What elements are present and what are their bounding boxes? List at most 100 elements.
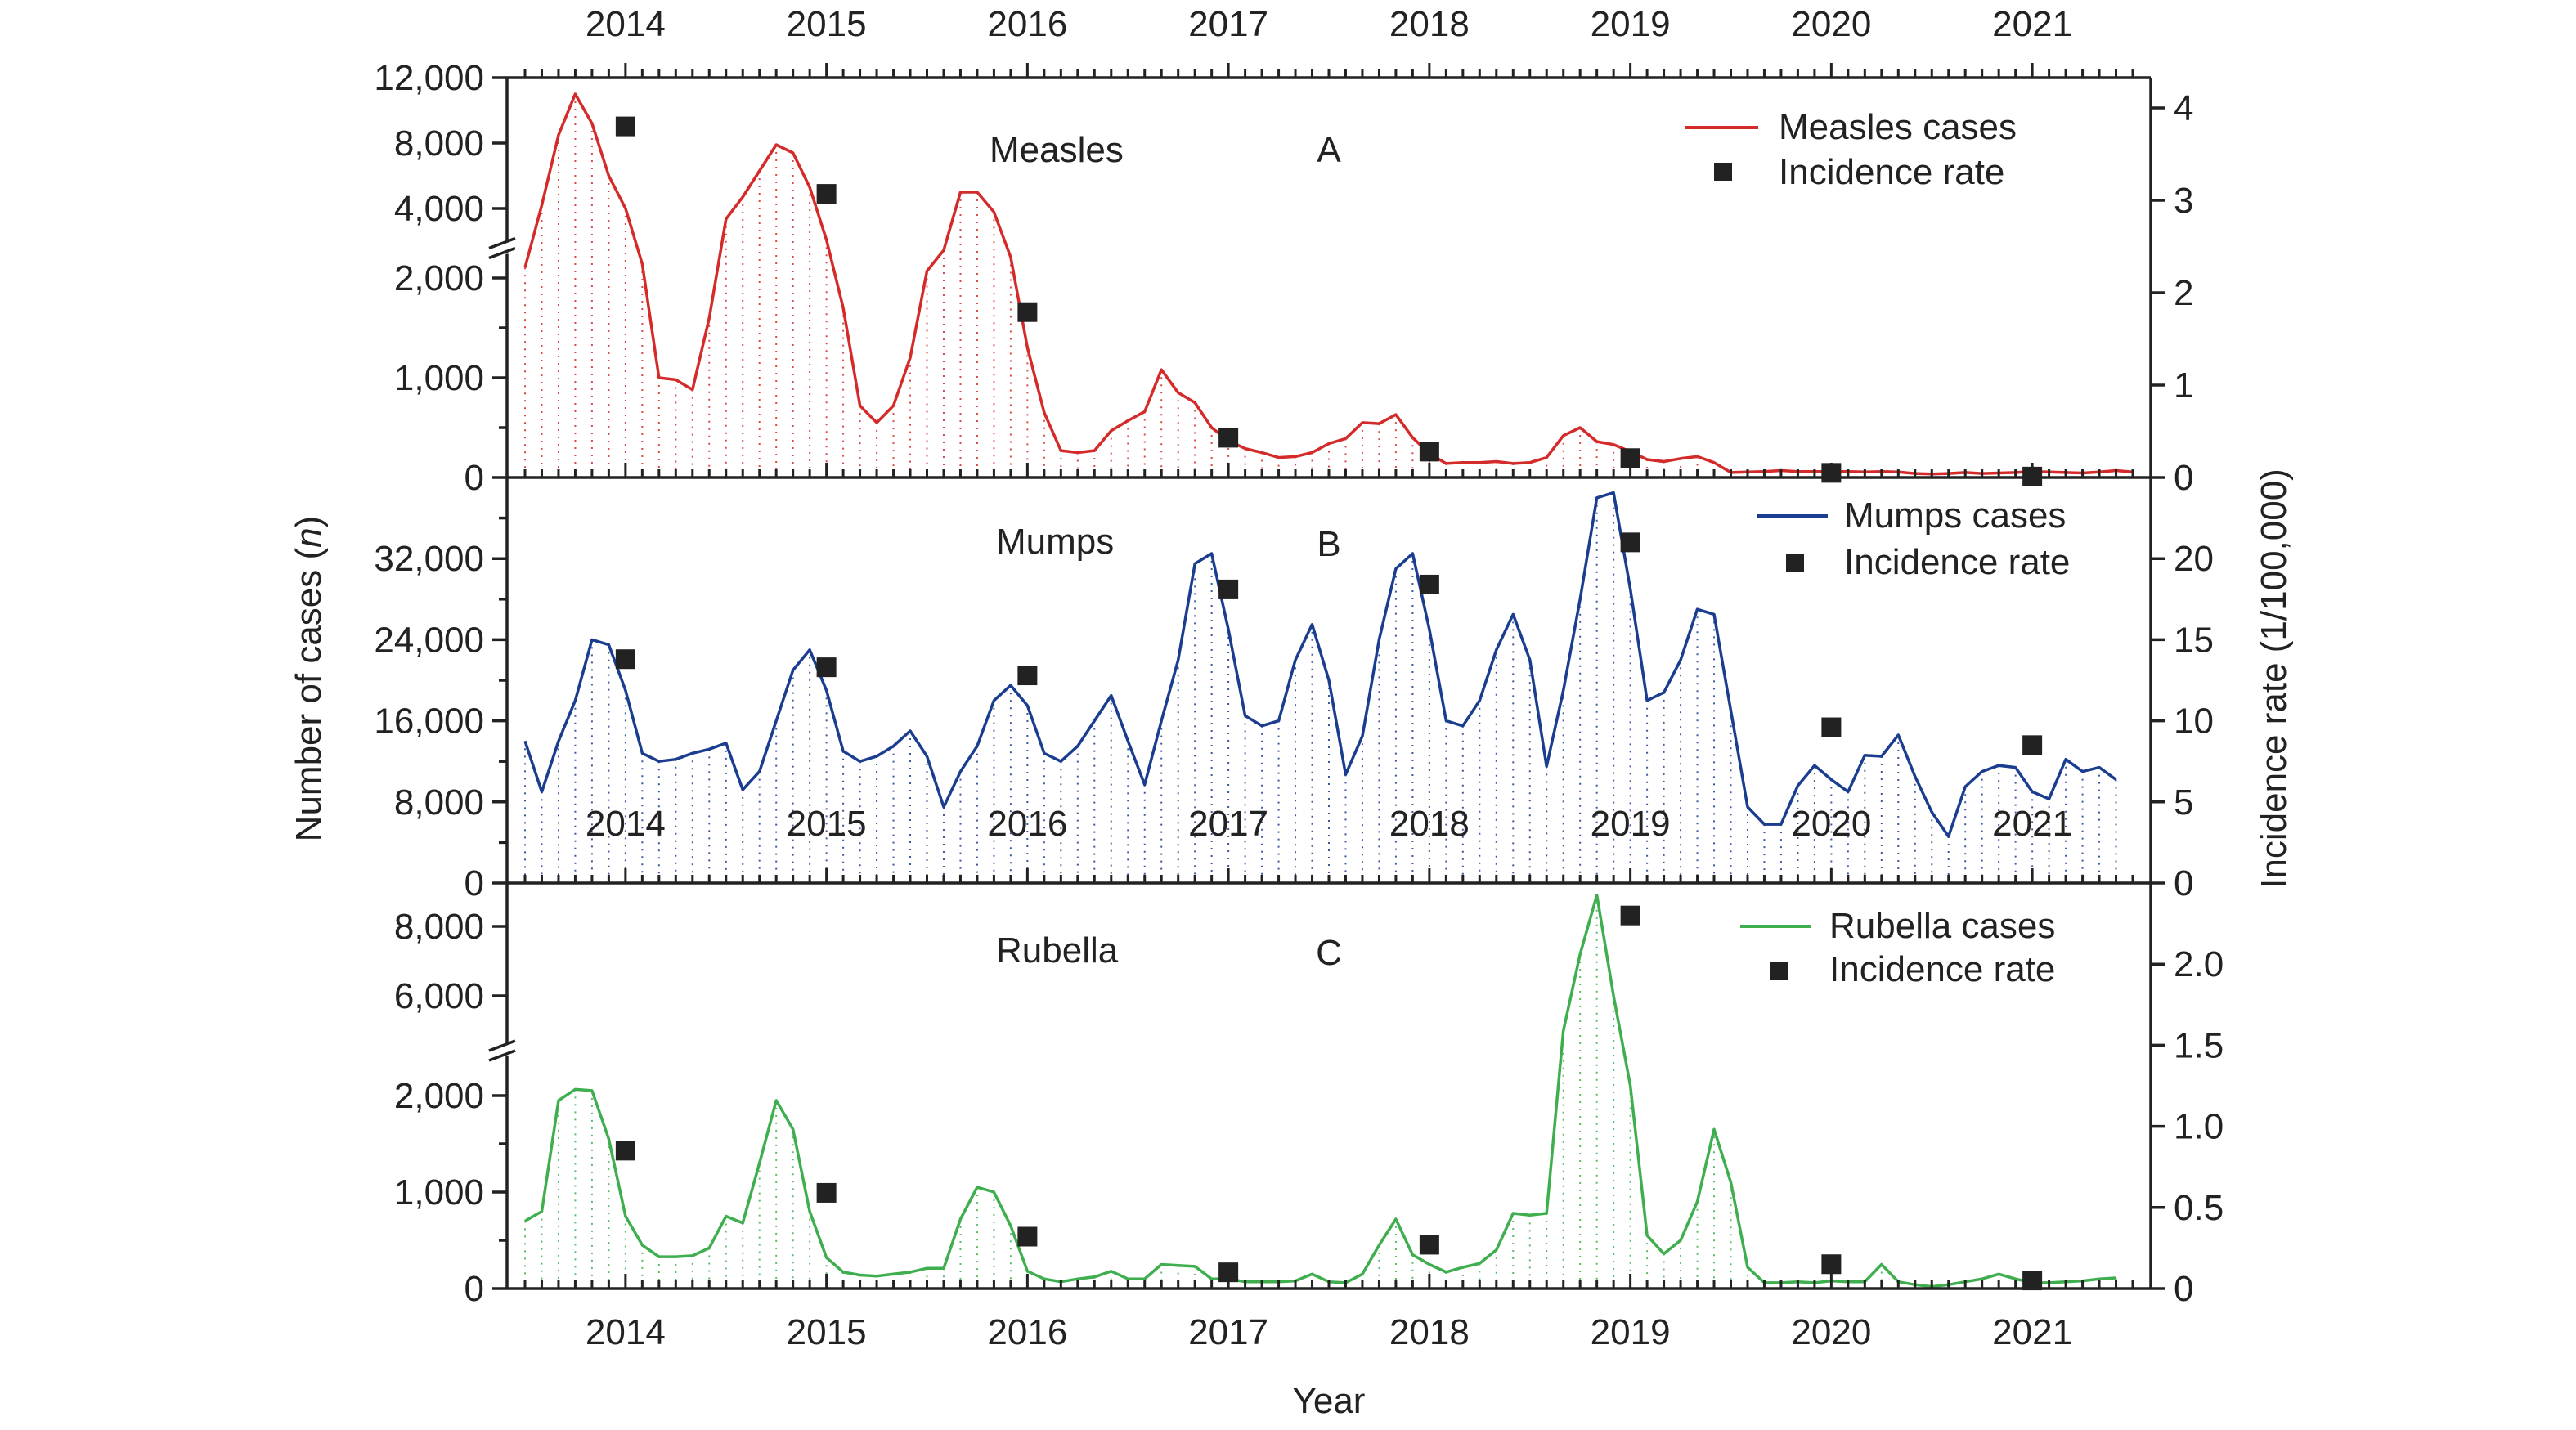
chart-marks: 01,0002,0004,0008,00012,0000123408,00016… — [374, 4, 2224, 1352]
measles-left-tick-label: 8,000 — [394, 123, 484, 164]
panel-a-name: Measles — [990, 130, 1124, 170]
measles-left-tick-label: 2,000 — [394, 258, 484, 298]
mumps-left-tick-label: 0 — [464, 863, 484, 903]
measles-incidence-point — [816, 184, 837, 204]
mumps-left-tick-label: 32,000 — [374, 539, 484, 579]
rubella-axis-break-mark — [488, 1039, 516, 1052]
rubella-right-tick-label: 1.0 — [2174, 1107, 2224, 1147]
mumps-year-label: 2020 — [1791, 804, 1871, 844]
measles-left-tick-label: 0 — [464, 458, 484, 498]
rubella-left-tick-label: 6,000 — [394, 976, 484, 1016]
measles-left-tick-label: 1,000 — [394, 358, 484, 398]
rubella-incidence-point — [1821, 1254, 1842, 1275]
rubella-incidence-point — [1419, 1235, 1439, 1255]
left-axis-title: Number of cases (n) — [289, 516, 329, 842]
x-tick-label: 2017 — [1188, 1312, 1268, 1352]
mumps-incidence-point — [1419, 574, 1439, 594]
mumps-incidence-point — [1218, 579, 1239, 599]
panel-b-name: Mumps — [996, 522, 1114, 562]
rubella-incidence-point — [1017, 1226, 1038, 1247]
mumps-incidence-point — [1017, 666, 1038, 686]
measles-left-tick-label: 12,000 — [374, 58, 484, 98]
mumps-year-label: 2015 — [787, 804, 867, 844]
rubella-right-tick-label: 0.5 — [2174, 1188, 2224, 1228]
rubella-incidence-point — [615, 1141, 635, 1161]
panel-c-letter: C — [1316, 933, 1342, 973]
x-tick-label: 2015 — [787, 1312, 867, 1352]
panel-b-legend-marker-swatch — [1786, 554, 1804, 572]
measles-right-tick-label: 1 — [2174, 365, 2193, 406]
rubella-right-tick-label: 1.5 — [2174, 1025, 2224, 1065]
mumps-year-label: 2017 — [1188, 804, 1268, 844]
mumps-year-label: 2018 — [1389, 804, 1470, 844]
top-year-label: 2017 — [1188, 4, 1268, 44]
mumps-incidence-point — [816, 657, 837, 678]
right-axis-title: Incidence rate (1/100,000) — [2254, 468, 2294, 889]
panel-a-letter: A — [1317, 130, 1341, 170]
x-tick-label: 2014 — [586, 1312, 666, 1352]
measles-incidence-point — [1218, 428, 1239, 448]
mumps-incidence-point — [1620, 532, 1640, 553]
rubella-axis-break-mark — [488, 1049, 516, 1062]
top-year-label: 2020 — [1791, 4, 1871, 44]
top-year-label: 2019 — [1591, 4, 1671, 44]
x-tick-label: 2019 — [1591, 1312, 1671, 1352]
measles-right-tick-label: 3 — [2174, 181, 2193, 221]
mumps-left-tick-label: 16,000 — [374, 702, 484, 742]
rubella-right-tick-label: 2.0 — [2174, 944, 2224, 984]
top-year-label: 2015 — [787, 4, 867, 44]
rubella-axis-break-gap — [496, 1045, 518, 1056]
x-tick-label: 2021 — [1992, 1312, 2072, 1352]
measles-right-tick-label: 0 — [2174, 458, 2193, 498]
x-tick-label: 2020 — [1791, 1312, 1871, 1352]
panel-c-legend-line-label: Rubella cases — [1829, 906, 2055, 946]
x-tick-label: 2016 — [987, 1312, 1067, 1352]
mumps-right-tick-label: 20 — [2174, 539, 2214, 579]
mumps-year-label: 2019 — [1591, 804, 1671, 844]
top-year-label: 2014 — [586, 4, 666, 44]
mumps-incidence-point — [615, 649, 635, 670]
panel-c-legend-marker-label: Incidence rate — [1829, 949, 2055, 989]
measles-axis-break-mark — [488, 236, 516, 250]
mumps-right-tick-label: 0 — [2174, 863, 2193, 903]
rubella-incidence-point — [1620, 905, 1640, 926]
panel-b-legend-line-label: Mumps cases — [1844, 495, 2066, 536]
rubella-right-tick-label: 0 — [2174, 1269, 2193, 1309]
rubella-left-tick-label: 0 — [464, 1269, 484, 1309]
mumps-year-label: 2021 — [1992, 804, 2072, 844]
panel-b-letter: B — [1317, 524, 1340, 564]
x-tick-label: 2018 — [1389, 1312, 1470, 1352]
rubella-left-tick-label: 8,000 — [394, 907, 484, 947]
top-year-label: 2016 — [987, 4, 1067, 44]
panel-b-legend-marker-label: Incidence rate — [1844, 542, 2070, 582]
measles-axis-break-gap — [496, 242, 518, 254]
mumps-right-tick-label: 10 — [2174, 702, 2214, 742]
measles-right-tick-label: 2 — [2174, 273, 2193, 313]
measles-right-tick-label: 4 — [2174, 88, 2193, 128]
rubella-left-tick-label: 2,000 — [394, 1076, 484, 1116]
panel-a-legend-marker-swatch — [1714, 163, 1732, 181]
x-axis-title: Year — [1293, 1381, 1366, 1421]
top-year-label: 2018 — [1389, 4, 1470, 44]
measles-incidence-point — [615, 116, 635, 137]
measles-axis-break-mark — [488, 246, 516, 260]
mumps-year-label: 2016 — [987, 804, 1067, 844]
rubella-incidence-point — [816, 1182, 837, 1203]
panel-c-legend-marker-swatch — [1770, 962, 1788, 980]
panel-c-name: Rubella — [996, 930, 1119, 971]
mumps-incidence-point — [2022, 735, 2043, 755]
mumps-incidence-point — [1821, 717, 1842, 737]
mumps-year-label: 2014 — [586, 804, 666, 844]
measles-incidence-point — [1419, 442, 1439, 462]
mumps-left-tick-label: 8,000 — [394, 782, 484, 823]
panel-a-legend-line-label: Measles cases — [1779, 107, 2017, 147]
top-year-label: 2021 — [1992, 4, 2072, 44]
rubella-cases-line — [524, 894, 2116, 1289]
mumps-right-tick-label: 5 — [2174, 782, 2193, 823]
mumps-cases-line — [523, 491, 2117, 838]
mumps-left-tick-label: 24,000 — [374, 620, 484, 660]
measles-incidence-point — [1017, 302, 1038, 322]
measles-left-tick-label: 4,000 — [394, 189, 484, 229]
panel-a-legend-marker-label: Incidence rate — [1779, 152, 2004, 192]
